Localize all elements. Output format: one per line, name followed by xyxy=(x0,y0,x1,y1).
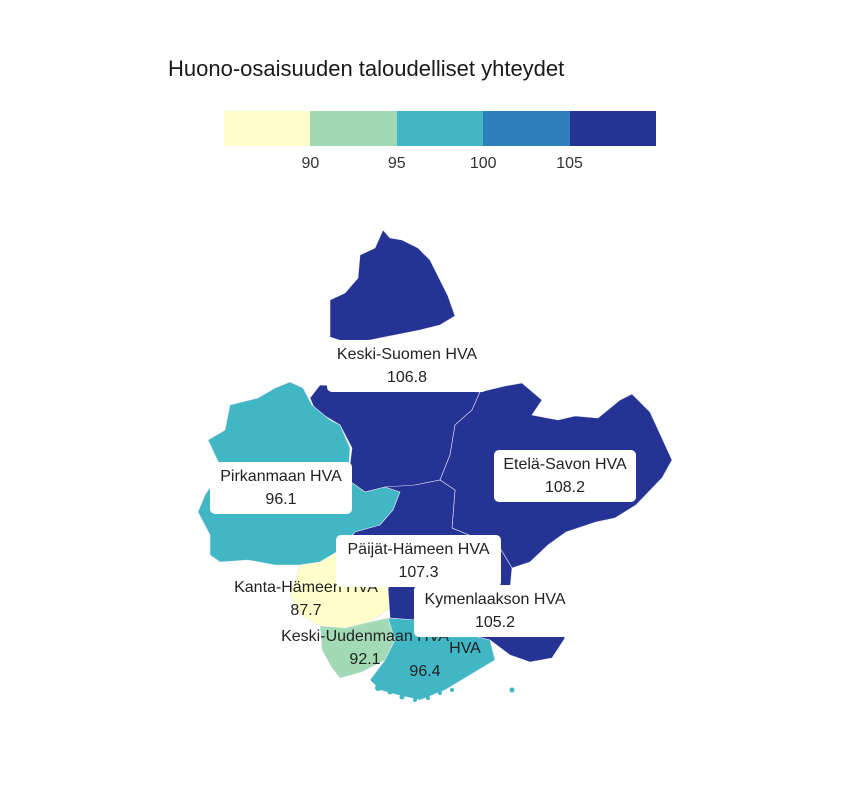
region-name-paijat-hame: Päijät-Hämeen HVA xyxy=(347,541,490,558)
region-value-kymenlaakso: 105.2 xyxy=(474,614,516,631)
region-name-etela-savo: Etelä-Savon HVA xyxy=(503,456,627,473)
region-name-keski-uusimaa: Keski-Uudenmaan HVA xyxy=(281,628,449,645)
color-legend: 90 95 100 105 xyxy=(224,111,657,172)
legend-bin-1 xyxy=(224,111,311,146)
region-name-keski-suomi: Keski-Suomen HVA xyxy=(336,346,478,363)
legend-tick-90: 90 xyxy=(301,155,320,172)
legend-bin-2 xyxy=(310,111,397,146)
region-value-pirkanmaa: 96.1 xyxy=(265,491,297,508)
legend-tick-105: 105 xyxy=(556,155,583,172)
legend-tick-100: 100 xyxy=(469,155,497,172)
legend-bin-3 xyxy=(396,111,484,146)
legend-bin-5 xyxy=(569,111,657,146)
region-name-kymenlaakso: Kymenlaakson HVA xyxy=(424,591,566,608)
label-keski-suomi: Keski-Suomen HVA 106.8 xyxy=(327,340,487,392)
legend-bin-4 xyxy=(483,111,570,146)
map-title: Huono-osaisuuden taloudelliset yhteydet xyxy=(168,56,565,81)
label-paijat-hame: Päijät-Hämeen HVA 107.3 xyxy=(336,535,501,587)
label-ita-uusimaa: HVA 96.4 xyxy=(369,637,481,683)
region-name-ita-uusimaa: HVA xyxy=(449,640,481,657)
archipelago-islands xyxy=(375,685,515,702)
region-value-paijat-hame: 107.3 xyxy=(398,564,439,581)
region-name-pirkanmaa: Pirkanmaan HVA xyxy=(220,468,342,485)
region-value-ita-uusimaa: 96.4 xyxy=(409,663,441,680)
region-value-keski-uusimaa: 92.1 xyxy=(349,651,381,668)
label-etela-savo: Etelä-Savon HVA 108.2 xyxy=(494,450,636,502)
label-pirkanmaa: Pirkanmaan HVA 96.1 xyxy=(210,462,352,514)
region-value-etela-savo: 108.2 xyxy=(544,479,586,496)
region-value-kanta-hame: 87.7 xyxy=(290,602,322,619)
legend-tick-95: 95 xyxy=(387,155,406,172)
region-keski-suomi[interactable] xyxy=(329,229,456,343)
region-value-keski-suomi: 106.8 xyxy=(386,369,428,386)
label-kymenlaakso: Kymenlaakson HVA 105.2 xyxy=(414,585,576,637)
label-keski-uusimaa: Keski-Uudenmaan HVA 92.1 xyxy=(281,625,449,671)
